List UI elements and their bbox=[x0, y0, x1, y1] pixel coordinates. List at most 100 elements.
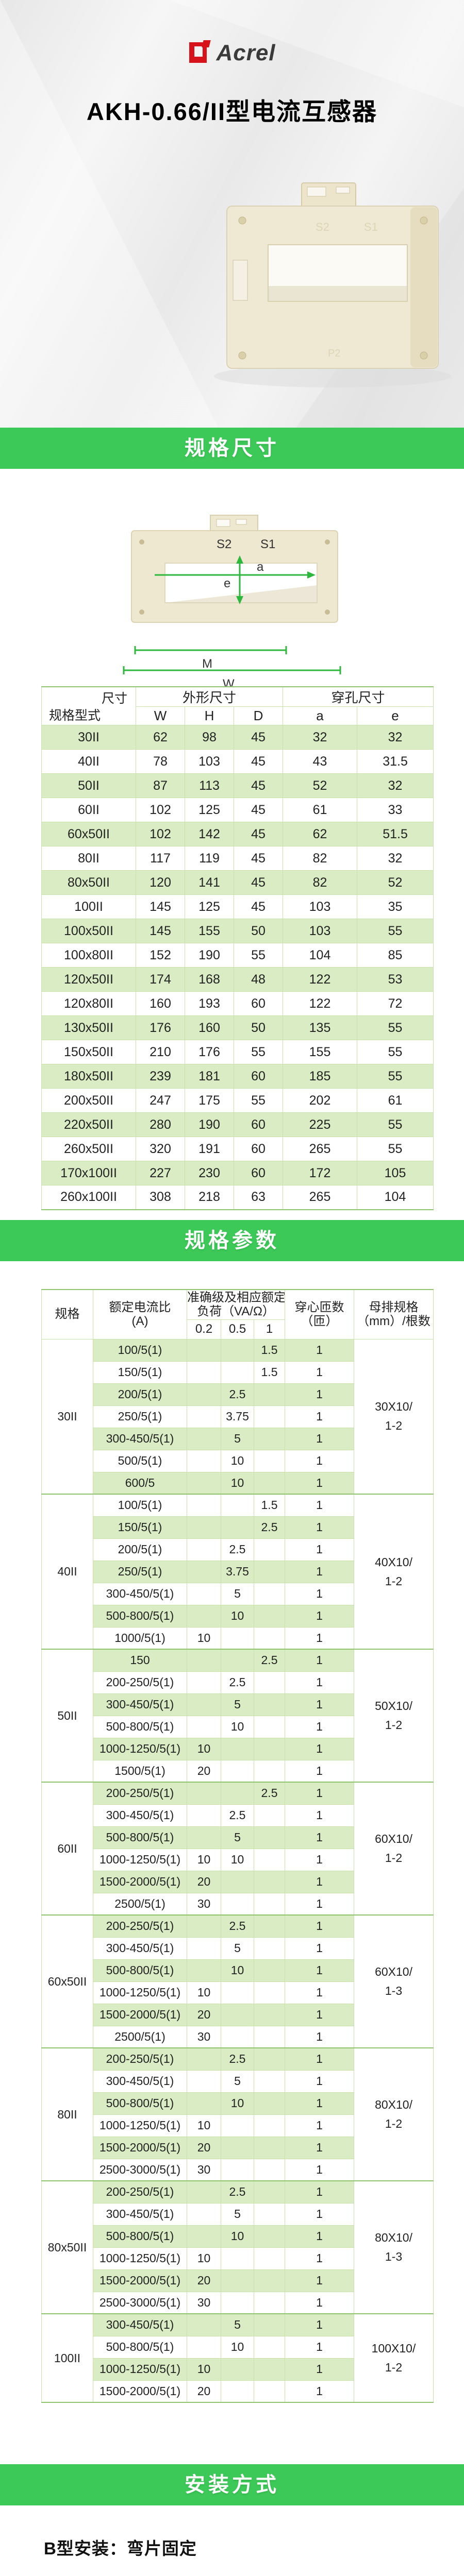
params-row: 1500-2000/5(1) 20 1 bbox=[42, 2003, 434, 2026]
dims-cell: 168 bbox=[185, 967, 234, 992]
params-cell: 1 bbox=[285, 1737, 355, 1760]
params-row: 50II 150 2.5 1 50X10/1-2 bbox=[41, 1649, 434, 1783]
params-cell: 300-450/5(1) bbox=[93, 1937, 187, 1960]
params-cell: 1 bbox=[285, 1870, 355, 1893]
svg-text:S2: S2 bbox=[316, 221, 329, 233]
params-cell bbox=[253, 1937, 286, 1960]
svg-text:M: M bbox=[202, 657, 212, 671]
dims-cell: 100x50II bbox=[41, 919, 136, 943]
params-cell: 1 bbox=[285, 1937, 355, 1960]
params-cell: 100/5(1) bbox=[93, 1338, 187, 1362]
dims-cell: 45 bbox=[233, 894, 284, 919]
busbar-cell: 50X10/1-2 bbox=[354, 1649, 434, 1783]
dims-cell: 55 bbox=[357, 1040, 434, 1064]
params-cell: 30 bbox=[187, 2291, 221, 2314]
dims-cell: 160 bbox=[136, 991, 185, 1016]
params-cell: 300-450/5(1) bbox=[93, 2313, 187, 2336]
params-cell: 1 bbox=[285, 2070, 355, 2093]
params-cell bbox=[253, 1959, 286, 1982]
params-cell bbox=[253, 2180, 286, 2204]
dims-cell: 102 bbox=[136, 822, 185, 846]
params-cell: 1 bbox=[285, 1383, 355, 1406]
params-cell: 500-800/5(1) bbox=[93, 2092, 187, 2115]
params-cell: 10 bbox=[187, 2114, 221, 2137]
params-cell bbox=[187, 2225, 221, 2248]
dims-cell: 170x100II bbox=[41, 1161, 136, 1185]
params-row: 500-800/5(1) 5 1 bbox=[42, 1826, 434, 1849]
params-cell: 5 bbox=[221, 1582, 254, 1605]
params-cell: 30 bbox=[187, 2025, 221, 2048]
dims-cell: 85 bbox=[357, 943, 434, 968]
params-cell bbox=[221, 1737, 254, 1760]
params-row: 200-250/5(1) 2.5 1 bbox=[42, 1671, 434, 1694]
product-photo: S2 S1 P2 bbox=[214, 182, 451, 387]
column-header-accuracy: 准确级及相应额定 负荷（VA/Ω） bbox=[186, 1289, 286, 1320]
params-cell bbox=[187, 1959, 221, 1982]
params-cell bbox=[253, 2114, 286, 2137]
dims-cell: 239 bbox=[136, 1064, 185, 1089]
dims-cell: 113 bbox=[185, 773, 234, 798]
dims-cell: 40II bbox=[41, 749, 136, 774]
dims-cell: 60 bbox=[233, 1064, 284, 1089]
params-cell bbox=[253, 1671, 286, 1694]
dims-cell: 190 bbox=[185, 1112, 234, 1137]
column-header: D bbox=[233, 706, 284, 725]
spec-cell: 30II bbox=[41, 1338, 93, 1495]
params-cell bbox=[187, 2202, 221, 2226]
params-cell: 300-450/5(1) bbox=[93, 1693, 187, 1716]
params-row: 1500-2000/5(1) 20 1 bbox=[42, 2269, 434, 2292]
params-cell: 1 bbox=[285, 2269, 355, 2292]
dims-cell: 142 bbox=[185, 822, 234, 846]
params-cell: 2.5 bbox=[221, 1538, 254, 1561]
dims-cell: 30II bbox=[41, 725, 136, 750]
table-row: 120x50II 174 168 48 122 53 bbox=[41, 967, 434, 992]
params-cell bbox=[253, 1848, 286, 1871]
params-cell bbox=[187, 1782, 221, 1805]
params-cell bbox=[221, 1981, 254, 2004]
dims-cell: 80II bbox=[41, 846, 136, 871]
dims-cell: 230 bbox=[185, 1161, 234, 1185]
params-cell bbox=[221, 1759, 254, 1783]
params-cell bbox=[187, 2092, 221, 2115]
params-cell: 20 bbox=[187, 2269, 221, 2292]
params-cell: 200-250/5(1) bbox=[93, 2047, 187, 2071]
params-row: 300-450/5(1) 2.5 1 bbox=[42, 1804, 434, 1827]
params-cell: 600/5 bbox=[93, 1471, 187, 1495]
dims-cell: 60 bbox=[233, 1137, 284, 1161]
params-cell: 5 bbox=[221, 2070, 254, 2093]
params-row: 150/5(1) 2.5 1 bbox=[42, 1516, 434, 1539]
dims-cell: 45 bbox=[233, 798, 284, 822]
table-row: 40II 78 103 45 43 31.5 bbox=[41, 749, 434, 774]
params-cell bbox=[253, 2380, 286, 2403]
dims-cell: 190 bbox=[185, 943, 234, 968]
dims-cell: 100II bbox=[41, 894, 136, 919]
dims-cell: 50II bbox=[41, 773, 136, 798]
parameters-table: 规格 额定电流比 (A) 准确级及相应额定 负荷（VA/Ω） 穿心匝数 （匝） 母排规… bbox=[41, 1289, 434, 2403]
params-cell bbox=[253, 1759, 286, 1783]
params-cell: 1 bbox=[285, 2291, 355, 2314]
params-cell: 1 bbox=[285, 1449, 355, 1472]
params-cell: 1500-2000/5(1) bbox=[93, 2380, 187, 2403]
busbar-cell: 60X10/1-2 bbox=[354, 1782, 434, 1916]
params-cell: 1.5 bbox=[253, 1338, 286, 1362]
params-cell bbox=[253, 1626, 286, 1650]
table-row: 100II 145 125 45 103 35 bbox=[41, 894, 434, 919]
table-row: 180x50II 239 181 60 185 55 bbox=[41, 1064, 434, 1089]
params-cell: 10 bbox=[221, 1604, 254, 1628]
params-cell: 10 bbox=[187, 2358, 221, 2381]
table-row: 130x50II 176 160 50 135 55 bbox=[41, 1015, 434, 1040]
params-cell: 1 bbox=[285, 1804, 355, 1827]
params-cell: 1 bbox=[285, 1361, 355, 1384]
params-cell: 200-250/5(1) bbox=[93, 1914, 187, 1938]
dims-cell: 122 bbox=[283, 967, 358, 992]
params-cell: 1500-2000/5(1) bbox=[93, 2003, 187, 2026]
b-type-heading: B型安装：弯片固定 bbox=[44, 2539, 197, 2558]
params-cell: 1 bbox=[285, 1826, 355, 1849]
params-cell bbox=[187, 1693, 221, 1716]
params-cell bbox=[187, 1427, 221, 1450]
params-cell bbox=[221, 1892, 254, 1916]
params-cell bbox=[187, 1361, 221, 1384]
column-group-header: 外形尺寸 bbox=[135, 686, 284, 707]
dims-cell: 35 bbox=[357, 894, 434, 919]
params-cell: 20 bbox=[187, 2136, 221, 2159]
